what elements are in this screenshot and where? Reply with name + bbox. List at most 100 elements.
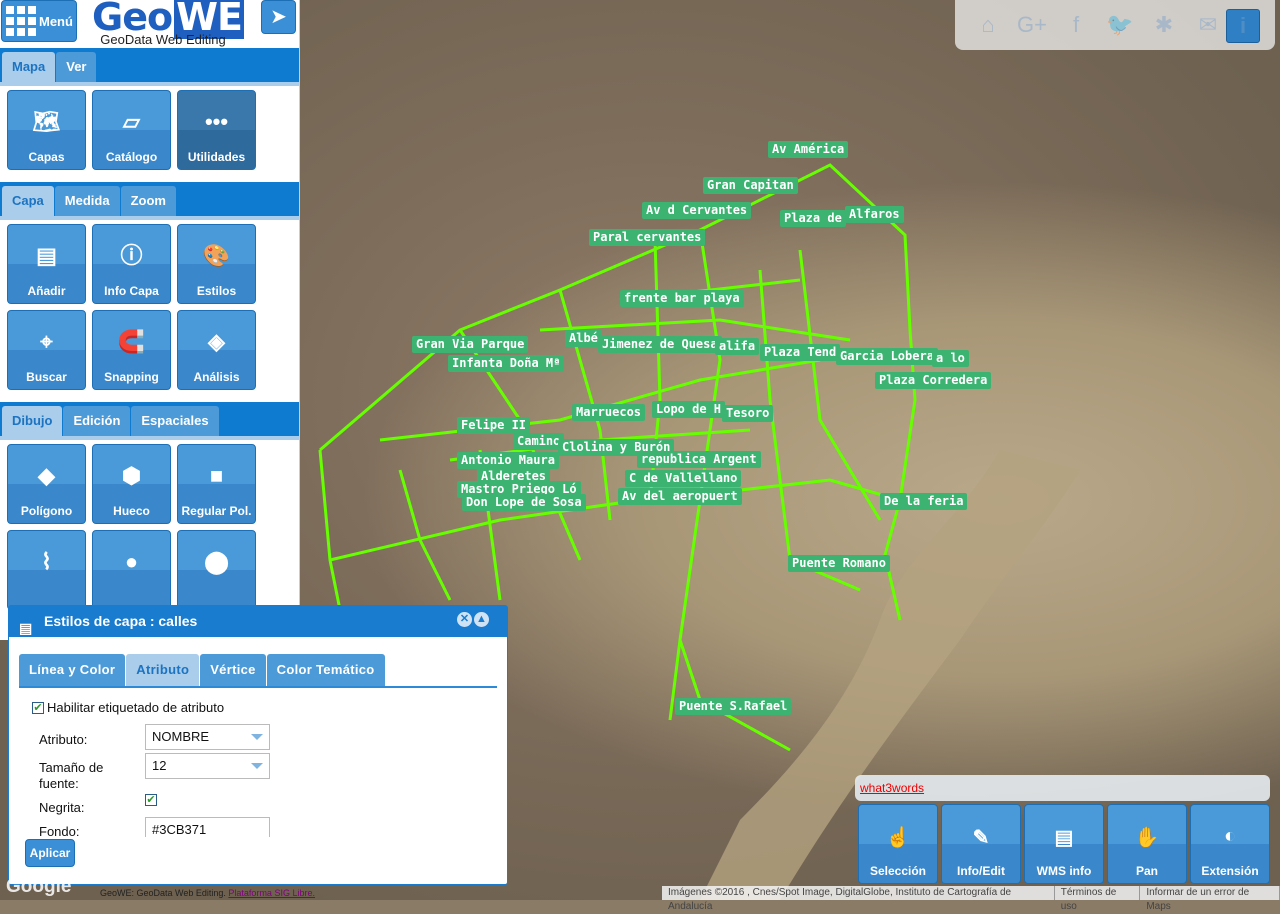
map-label: Puente Romano [788, 555, 890, 572]
tab-medida[interactable]: Medida [54, 186, 120, 216]
map-label: Marruecos [572, 404, 646, 421]
capas-button[interactable]: 🗺 Capas [7, 90, 86, 170]
line-button[interactable]: ⌇ [7, 530, 86, 610]
map-label: Tesoro [722, 405, 774, 422]
catalogo-button[interactable]: ▱ Catálogo [92, 90, 171, 170]
bold-label: Negrita: [39, 800, 85, 815]
info-icon: i [1239, 13, 1247, 38]
enable-label-checkbox[interactable]: ✔ [32, 701, 44, 714]
utilidades-button[interactable]: ••• Utilidades [177, 90, 256, 170]
hand-icon: ✋ [1134, 827, 1160, 849]
point-button[interactable]: ● [92, 530, 171, 610]
hueco-button[interactable]: ⬢ Hueco [92, 444, 171, 524]
map-label: republica Argent [637, 451, 761, 468]
background-color-input[interactable]: #3CB371 [145, 817, 270, 837]
tab-edicion[interactable]: Edición [63, 406, 131, 436]
extension-button[interactable]: ◐ Extensión [1190, 804, 1270, 884]
pan-button[interactable]: ✋ Pan [1107, 804, 1187, 884]
font-size-select[interactable]: 12 [145, 753, 270, 779]
tab-capa[interactable]: Capa [2, 186, 54, 216]
tab-linea-color[interactable]: Línea y Color [19, 654, 126, 686]
tab-vertice[interactable]: Vértice [200, 654, 266, 686]
map-label: Alderetes [477, 468, 551, 485]
poligono-button[interactable]: ◆ Polígono [7, 444, 86, 524]
report-error-link[interactable]: Informar de un error de Maps [1140, 886, 1280, 912]
bottom-toolbar: ☝ Selección ✎ Info/Edit ▤ WMS info ✋ Pan ◐ Ex… [858, 804, 1270, 884]
what3words-link[interactable]: what3words [860, 781, 925, 795]
polygon-icon: ◆ [38, 463, 55, 488]
terms-link[interactable]: Términos de uso [1055, 886, 1141, 912]
map-label: Mastro Priego Ló [457, 481, 581, 498]
add-layer-icon: ▤ [36, 243, 57, 268]
map-label: De la feria [880, 493, 968, 510]
tab-zoom[interactable]: Zoom [120, 186, 176, 216]
estilos-button[interactable]: 🎨 Estilos [177, 224, 256, 304]
info-capa-button[interactable]: ⓘ Info Capa [92, 224, 171, 304]
dialog-header: ▤ Estilos de capa : calles ✕ ▲ [9, 606, 507, 637]
map-label: Camino [513, 433, 565, 450]
map-label: Alfaros [845, 206, 904, 223]
tab-espaciales[interactable]: Espaciales [131, 406, 219, 436]
plataforma-link[interactable]: Plataforma SIG Libre. [228, 888, 315, 898]
bold-checkbox[interactable]: ✔ [145, 794, 157, 806]
catalog-icon: ▱ [123, 109, 140, 134]
seleccion-button[interactable]: ☝ Selección [858, 804, 938, 884]
circle-icon: ⬤ [204, 549, 229, 574]
map-label: Don Lope de Sosa [462, 494, 586, 511]
circle-button[interactable]: ⬤ [177, 530, 256, 610]
map-label: Antonio Maura [457, 452, 559, 469]
tab-color-tematico[interactable]: Color Temático [266, 654, 385, 686]
regular-pol-button[interactable]: ■ Regular Pol. [177, 444, 256, 524]
home-icon[interactable]: ⌂ [981, 12, 995, 37]
line-icon: ⌇ [41, 549, 52, 574]
enable-label-text: Habilitar etiquetado de atributo [47, 700, 225, 715]
attribute-label: Atributo: [39, 732, 88, 747]
map-label: alifa [715, 338, 760, 355]
bug-icon[interactable]: ✱ [1154, 12, 1174, 37]
snapping-button[interactable]: 🧲 Snapping [92, 310, 171, 390]
font-size-label: Tamaño de fuente: [39, 760, 104, 791]
apply-button[interactable]: Aplicar [25, 839, 75, 867]
google-plus-icon[interactable]: G+ [1017, 12, 1047, 37]
point-icon: ● [124, 549, 139, 574]
collapse-icon[interactable]: ▲ [474, 612, 489, 627]
buscar-button[interactable]: ⌖ Buscar [7, 310, 86, 390]
menu-button[interactable]: Menú [1, 0, 77, 42]
what3words-bar: what3words [855, 775, 1270, 801]
menu-label: Menú [39, 13, 73, 29]
panel-tabs-layer: Capa Medida Zoom [0, 182, 299, 220]
grid-icon [6, 6, 36, 36]
map-label: Jimenez de Quesa [598, 336, 722, 353]
magnet-icon: 🧲 [117, 329, 146, 354]
wms-info-button[interactable]: ▤ WMS info [1024, 804, 1104, 884]
map-label: frente bar playa [620, 290, 744, 307]
layers-icon: 🗺 [32, 109, 61, 134]
map-label: a lo [932, 350, 969, 367]
info-button[interactable]: i [1226, 9, 1260, 43]
map-label: Av del aeropuert [618, 488, 742, 505]
tab-ver[interactable]: Ver [56, 52, 97, 82]
footer: GeoWE: GeoData Web Editing. Plataforma S… [100, 888, 315, 898]
tab-atributo[interactable]: Atributo [126, 654, 200, 686]
tab-dibujo[interactable]: Dibujo [2, 406, 63, 436]
geolocate-button[interactable]: ➤ [261, 0, 296, 34]
hole-icon: ⬢ [121, 463, 142, 488]
edit-icon: ✎ [972, 827, 990, 849]
map-label: Av América [768, 141, 849, 158]
analisis-button[interactable]: ◈ Análisis [177, 310, 256, 390]
navigation-arrow-icon: ➤ [270, 6, 287, 28]
background-label: Fondo: [39, 824, 80, 839]
attribute-select[interactable]: NOMBRE [145, 724, 270, 750]
anadir-button[interactable]: ▤ Añadir [7, 224, 86, 304]
layers-icon: ▤ [1054, 827, 1074, 849]
close-icon[interactable]: ✕ [457, 612, 472, 627]
globe-icon: ◐ [1223, 825, 1237, 847]
info-edit-button[interactable]: ✎ Info/Edit [941, 804, 1021, 884]
twitter-icon[interactable]: 🐦 [1106, 12, 1134, 37]
facebook-icon[interactable]: f [1072, 12, 1080, 37]
mail-icon[interactable]: ✉ [1198, 12, 1218, 37]
map-label: Gran Capitan [703, 177, 798, 194]
tab-mapa[interactable]: Mapa [2, 52, 56, 82]
analysis-icon: ◈ [208, 329, 225, 354]
square-icon: ■ [209, 463, 224, 488]
